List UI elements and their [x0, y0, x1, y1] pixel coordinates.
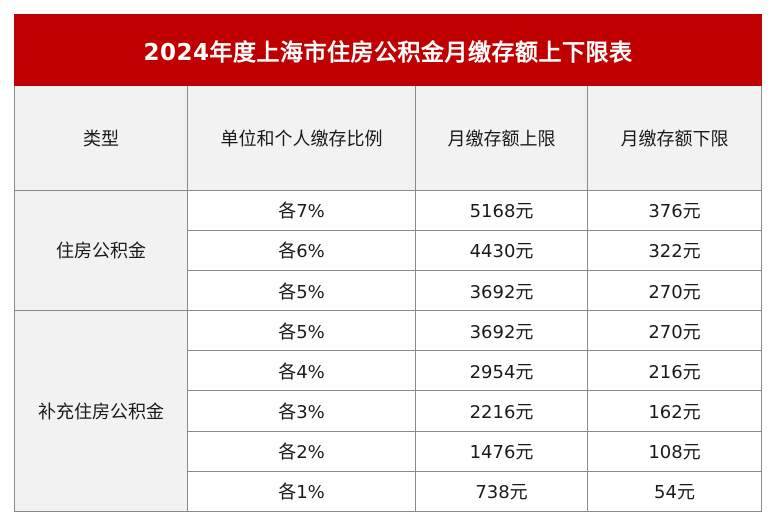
cell-upper: 3692元 [415, 310, 588, 352]
cell-lower: 162元 [586, 390, 763, 432]
group-type-housing-fund: 住房公积金 [14, 189, 188, 312]
cell-lower: 54元 [586, 470, 763, 513]
cell-lower: 216元 [586, 350, 763, 392]
cell-ratio: 各4% [187, 350, 416, 392]
cell-upper: 4430元 [415, 229, 588, 272]
contribution-limits-table: 2024年度上海市住房公积金月缴存额上下限表 类型 单位和个人缴存比例 月缴存额… [13, 13, 763, 513]
cell-lower: 376元 [586, 189, 763, 231]
cell-ratio: 各7% [187, 189, 416, 231]
table-row: 各2% 1476元 108元 [15, 430, 763, 472]
table-title: 2024年度上海市住房公积金月缴存额上下限表 [13, 13, 763, 87]
table-row: 补充住房公积金 各5% 3692元 270元 [14, 310, 763, 512]
header-type: 类型 [14, 85, 188, 191]
table-row: 各5% 3692元 270元 [15, 269, 763, 312]
group-type-supplementary-fund: 补充住房公积金 [14, 310, 188, 512]
cell-lower: 322元 [586, 229, 763, 272]
cell-ratio: 各3% [187, 390, 416, 432]
cell-lower: 270元 [586, 310, 763, 352]
cell-upper: 3692元 [415, 269, 588, 312]
cell-lower: 270元 [586, 269, 763, 312]
header-row: 类型 单位和个人缴存比例 月缴存额上限 月缴存额下限 [14, 85, 763, 191]
cell-ratio: 各6% [187, 229, 416, 272]
cell-ratio: 各2% [187, 430, 416, 472]
cell-upper: 2954元 [415, 350, 588, 392]
table-row: 各1% 738元 54元 [15, 470, 763, 513]
cell-lower: 108元 [586, 430, 763, 472]
header-upper-limit: 月缴存额上限 [415, 85, 588, 191]
header-lower-limit: 月缴存额下限 [586, 85, 763, 191]
table-row: 各4% 2954元 216元 [15, 350, 763, 392]
cell-ratio: 各5% [187, 269, 416, 312]
cell-upper: 1476元 [415, 430, 588, 472]
cell-ratio: 各5% [187, 310, 416, 352]
cell-upper: 738元 [415, 470, 588, 513]
cell-ratio: 各1% [187, 470, 416, 513]
table-row: 住房公积金 各7% 5168元 376元 [14, 189, 763, 312]
table-row: 各6% 4430元 322元 [15, 229, 763, 272]
header-ratio: 单位和个人缴存比例 [187, 85, 416, 191]
cell-upper: 2216元 [415, 390, 588, 432]
cell-upper: 5168元 [415, 189, 588, 231]
table-row: 各3% 2216元 162元 [15, 390, 763, 432]
